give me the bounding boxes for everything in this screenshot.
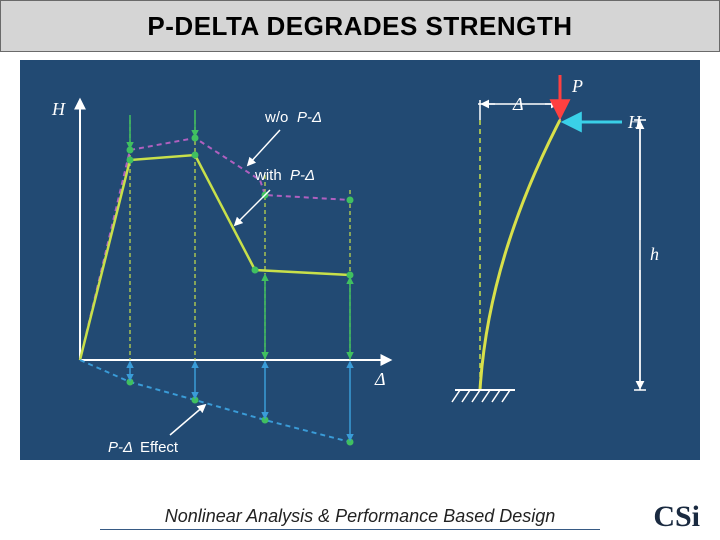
slide: P-DELTA DEGRADES STRENGTH (0, 0, 720, 540)
right-diagram: Δ P H h (452, 75, 659, 402)
anno-wo-text: w/o (264, 109, 288, 126)
slide-title: P-DELTA DEGRADES STRENGTH (147, 11, 572, 42)
footer-text: Nonlinear Analysis & Performance Based D… (0, 506, 720, 527)
delta-label: Δ (512, 94, 524, 114)
gap-arrows-top (130, 110, 195, 148)
content-panel: H Δ (20, 60, 700, 460)
logo: CSi (653, 500, 700, 534)
series-pdelta-effect (80, 360, 350, 442)
annotation-with: with P-Δ (235, 167, 315, 225)
anno-with-text: with (254, 167, 282, 184)
anno-wo-pd: P-Δ (297, 109, 322, 126)
x-axis-label: Δ (374, 369, 386, 389)
anno-with-pd: P-Δ (290, 167, 315, 184)
effect-arrows (130, 362, 350, 440)
series-with-pdelta (80, 155, 350, 360)
header-bar: P-DELTA DEGRADES STRENGTH (0, 0, 720, 52)
height-label: h (650, 244, 659, 264)
annotation-without: w/o P-Δ (248, 109, 322, 165)
base-hatch (452, 390, 510, 402)
left-chart: H Δ (51, 99, 390, 456)
anno-effect-text: Effect (140, 439, 179, 456)
force-P-label: P (571, 76, 583, 96)
annotation-effect: P-Δ Effect (108, 405, 205, 456)
diagram-svg: H Δ (20, 60, 700, 460)
markers (127, 135, 354, 446)
deflected-column (480, 120, 560, 390)
footer-underline (100, 529, 600, 530)
footer: Nonlinear Analysis & Performance Based D… (0, 492, 720, 540)
y-axis-label: H (51, 99, 66, 119)
anno-effect-pd: P-Δ (108, 439, 133, 456)
value-arrows (265, 275, 350, 358)
